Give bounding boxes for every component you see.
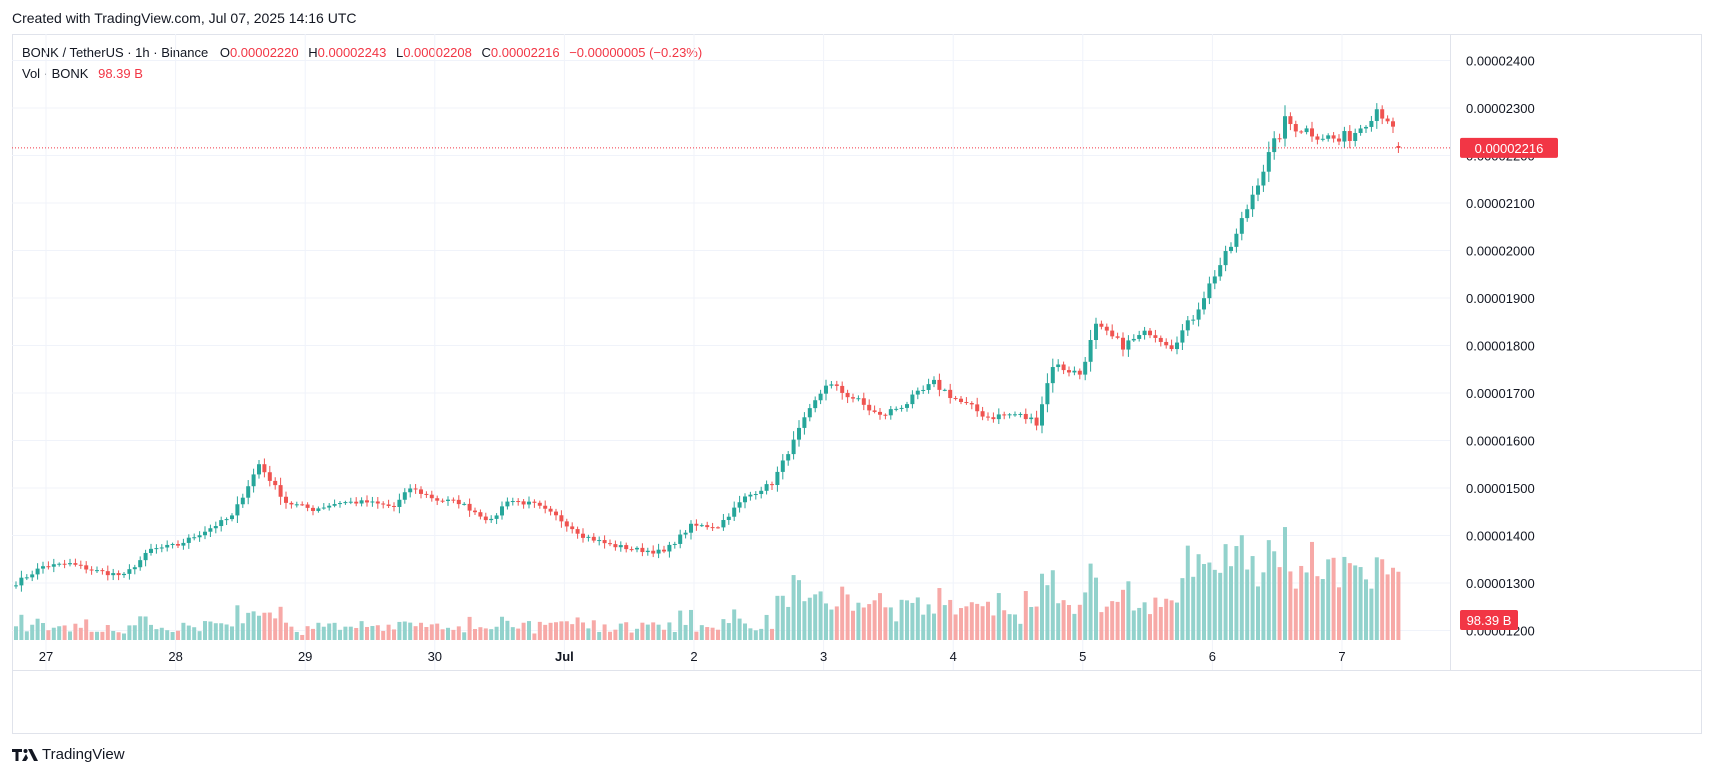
open-value: 0.00002220 [229, 45, 299, 60]
high-value: 0.00002243 [317, 45, 387, 60]
symbol-label[interactable]: BONK / TetherUS · 1h · Binance [22, 45, 209, 60]
change-value: −0.00000005 (−0.23%) [569, 45, 703, 60]
tradingview-brand-label: TradingView [42, 746, 125, 763]
tradingview-brand[interactable]: TradingView [12, 746, 125, 763]
close-label: C [481, 45, 491, 60]
volume-legend: Vol · BONK 98.39 B [22, 66, 143, 81]
low-value: 0.00002208 [403, 45, 472, 60]
high-label: H [308, 45, 318, 60]
volume-label[interactable]: Vol · BONK [22, 66, 89, 81]
created-with-text: Created with TradingView.com, Jul 07, 20… [12, 10, 357, 26]
open-label: O [219, 45, 230, 60]
chart-frame [12, 34, 1702, 734]
volume-value: 98.39 B [98, 66, 143, 81]
low-label: L [395, 45, 404, 60]
price-legend: BONK / TetherUS · 1h · Binance O0.000022… [22, 45, 702, 60]
close-value: 0.00002216 [490, 45, 560, 60]
tradingview-logo-icon [12, 748, 38, 761]
